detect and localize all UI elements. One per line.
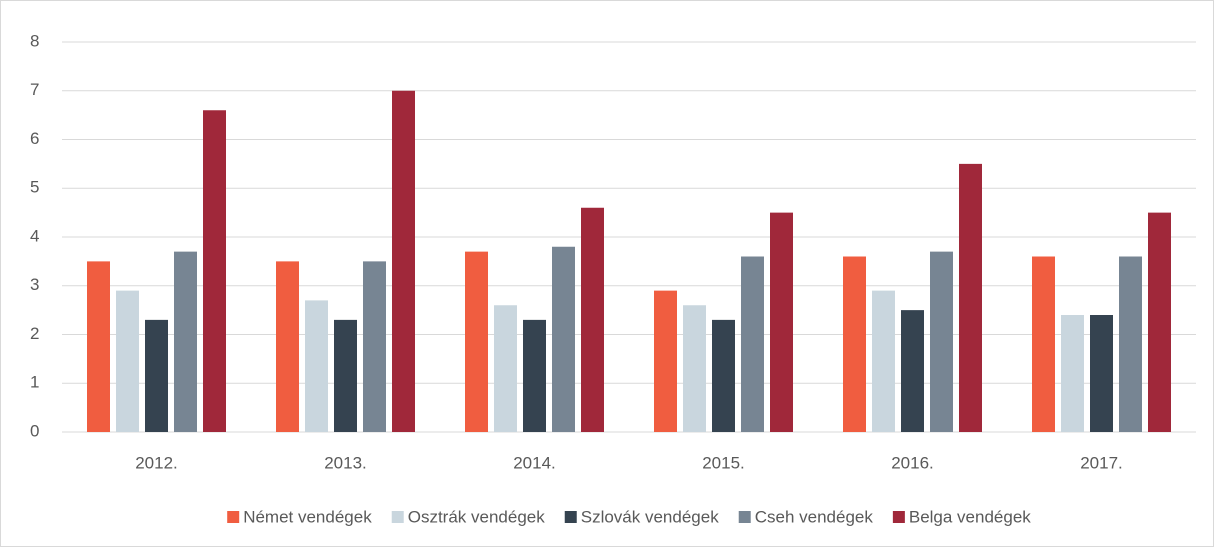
bar <box>145 319 168 432</box>
bar <box>116 290 139 432</box>
bar <box>872 290 895 432</box>
bar <box>712 319 735 432</box>
bar <box>334 319 357 432</box>
bar <box>1119 256 1142 432</box>
legend-label: Szlovák vendégek <box>581 507 719 526</box>
bar <box>683 305 706 432</box>
bar <box>494 305 517 432</box>
bar <box>305 300 328 432</box>
y-tick-label: 0 <box>30 421 39 440</box>
x-tick-label: 2016. <box>891 453 934 472</box>
bar <box>930 251 953 432</box>
bar <box>276 261 299 432</box>
bar <box>843 256 866 432</box>
x-tick-label: 2017. <box>1080 453 1123 472</box>
legend-label: Belga vendégek <box>909 507 1031 526</box>
y-tick-label: 1 <box>30 373 39 392</box>
bar <box>741 256 764 432</box>
bar <box>901 310 924 432</box>
bar <box>1090 315 1113 432</box>
x-tick-label: 2013. <box>324 453 367 472</box>
bar <box>174 251 197 432</box>
bar <box>1148 212 1171 432</box>
bar <box>392 90 415 432</box>
y-tick-label: 2 <box>30 324 39 343</box>
y-tick-label: 3 <box>30 275 39 294</box>
x-tick-label: 2014. <box>513 453 556 472</box>
y-tick-label: 4 <box>30 226 39 245</box>
y-tick-label: 8 <box>30 31 39 50</box>
bar <box>959 163 982 432</box>
bar <box>770 212 793 432</box>
bar <box>581 207 604 432</box>
bar <box>363 261 386 432</box>
legend-label: Cseh vendégek <box>755 507 874 526</box>
legend-swatch <box>738 511 751 523</box>
bar <box>1061 315 1084 432</box>
bar <box>465 251 488 432</box>
legend-swatch <box>892 511 905 523</box>
bar <box>552 246 575 432</box>
legend-swatch <box>564 511 577 523</box>
bar <box>203 110 226 432</box>
bar <box>523 319 546 432</box>
legend-swatch <box>391 511 404 523</box>
y-tick-label: 5 <box>30 178 39 197</box>
x-tick-label: 2015. <box>702 453 745 472</box>
legend-label: Osztrák vendégek <box>408 507 546 526</box>
bar <box>654 290 677 432</box>
bar <box>1032 256 1055 432</box>
y-tick-label: 7 <box>30 80 39 99</box>
y-tick-label: 6 <box>30 129 39 148</box>
legend-label: Német vendégek <box>243 507 372 526</box>
legend-swatch <box>227 511 240 523</box>
x-tick-label: 2012. <box>135 453 178 472</box>
bar <box>87 261 110 432</box>
